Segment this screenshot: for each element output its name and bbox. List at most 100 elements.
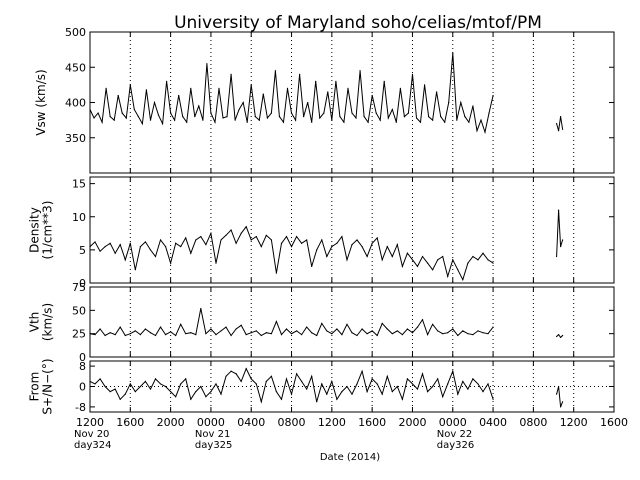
data-point-from-63 — [406, 378, 409, 380]
ylabel-from-0: From — [28, 372, 42, 402]
data-point-vsw-83 — [423, 84, 426, 86]
data-point-from-62 — [401, 398, 403, 400]
data-point-vth-83 — [557, 334, 560, 336]
data-point-from-35 — [265, 380, 267, 382]
data-point-from-55 — [366, 391, 368, 393]
data-point-vth-32 — [250, 332, 252, 334]
data-point-density-7 — [124, 259, 126, 261]
xtick-label-12: 1200 — [560, 416, 588, 429]
data-point-from-11 — [144, 380, 147, 382]
data-point-from-61 — [396, 385, 398, 388]
data-point-vth-53 — [356, 334, 358, 337]
data-point-vsw-77 — [399, 87, 401, 89]
data-point-vsw-55 — [311, 121, 313, 123]
data-point-vth-22 — [200, 307, 202, 310]
xtick-label-5: 0800 — [278, 416, 306, 429]
data-point-vth-41 — [295, 330, 298, 332]
data-point-vth-40 — [290, 333, 293, 335]
data-point-vsw-70 — [371, 94, 373, 97]
data-point-vsw-31 — [214, 121, 216, 123]
data-point-vsw-27 — [198, 105, 200, 107]
data-point-density-49 — [336, 242, 338, 244]
data-point-vth-66 — [421, 319, 424, 321]
x-axis: 1200 1600 2000 0000 0400 0800 1200 1600 2000 0000… — [74, 32, 628, 451]
data-point-vsw-103 — [557, 130, 560, 132]
data-point-vth-74 — [462, 330, 464, 332]
data-point-vsw-1 — [93, 117, 95, 119]
data-point-density-84 — [559, 245, 562, 248]
data-point-density-41 — [295, 236, 298, 238]
data-point-density-67 — [426, 262, 429, 264]
data-point-density-78 — [482, 252, 484, 254]
data-point-from-53 — [356, 383, 358, 385]
data-point-vsw-5 — [109, 116, 111, 118]
data-point-vsw-88 — [444, 121, 446, 123]
series-line-density — [89, 210, 564, 282]
data-point-vth-9 — [134, 330, 136, 332]
data-point-from-59 — [386, 375, 388, 377]
data-point-from-52 — [351, 393, 353, 395]
data-point-vth-23 — [205, 333, 207, 335]
data-point-vsw-74 — [387, 117, 389, 119]
data-point-density-45 — [316, 249, 318, 251]
data-point-vth-55 — [366, 333, 368, 335]
data-point-vsw-65 — [351, 112, 353, 114]
data-point-vsw-58 — [323, 112, 325, 114]
data-point-from-40 — [290, 393, 293, 395]
data-point-vth-68 — [432, 323, 434, 325]
data-point-vsw-45 — [270, 112, 272, 114]
data-point-from-60 — [391, 391, 393, 393]
data-point-density-68 — [432, 269, 434, 271]
data-point-vth-57 — [376, 334, 378, 337]
data-point-density-58 — [381, 259, 383, 261]
data-point-density-11 — [144, 241, 147, 243]
data-point-vth-35 — [265, 332, 267, 334]
data-point-from-29 — [235, 373, 237, 375]
data-point-vth-16 — [170, 331, 172, 333]
date-label-0: Nov 20 — [74, 429, 109, 440]
data-point-from-77 — [477, 383, 479, 385]
data-point-from-82 — [555, 393, 558, 395]
data-point-density-20 — [190, 252, 192, 254]
data-point-vth-42 — [301, 334, 303, 336]
data-point-from-57 — [376, 383, 378, 385]
data-point-vsw-13 — [141, 123, 143, 125]
xtick-label-8: 2000 — [398, 416, 426, 429]
data-point-vsw-35 — [230, 73, 232, 75]
data-point-vth-45 — [316, 334, 318, 337]
data-point-density-74 — [462, 279, 464, 281]
data-point-from-10 — [139, 385, 141, 388]
data-point-vth-21 — [195, 334, 197, 336]
ytick-label-density-1: 5 — [79, 244, 86, 257]
data-point-vsw-29 — [206, 63, 208, 65]
data-point-vth-71 — [447, 332, 449, 334]
data-point-density-42 — [301, 242, 303, 244]
data-point-vsw-57 — [319, 117, 321, 119]
data-point-from-54 — [361, 370, 363, 372]
data-point-vth-72 — [452, 328, 454, 330]
xtick-label-10: 0400 — [479, 416, 507, 429]
data-point-from-5 — [114, 388, 116, 390]
data-point-vth-8 — [129, 333, 131, 335]
data-point-vsw-89 — [448, 101, 450, 104]
data-point-vth-60 — [391, 333, 393, 335]
data-point-vsw-22 — [178, 94, 180, 97]
data-point-vth-4 — [109, 332, 111, 334]
data-point-from-19 — [185, 378, 187, 380]
data-point-density-3 — [104, 245, 106, 248]
data-point-vsw-62 — [339, 116, 341, 118]
data-point-vth-85 — [562, 334, 564, 337]
data-point-vsw-16 — [153, 101, 156, 104]
data-point-from-70 — [442, 396, 444, 398]
data-point-vsw-17 — [157, 114, 160, 116]
data-point-vth-3 — [104, 334, 106, 337]
data-point-vsw-42 — [258, 119, 260, 121]
data-point-vth-61 — [396, 330, 398, 332]
data-point-from-73 — [457, 393, 459, 395]
data-point-density-64 — [411, 259, 414, 261]
data-point-vsw-104 — [559, 116, 562, 118]
data-point-from-30 — [240, 380, 242, 382]
data-point-from-67 — [426, 391, 429, 393]
data-point-vsw-21 — [174, 119, 176, 121]
data-point-vsw-8 — [121, 112, 123, 114]
